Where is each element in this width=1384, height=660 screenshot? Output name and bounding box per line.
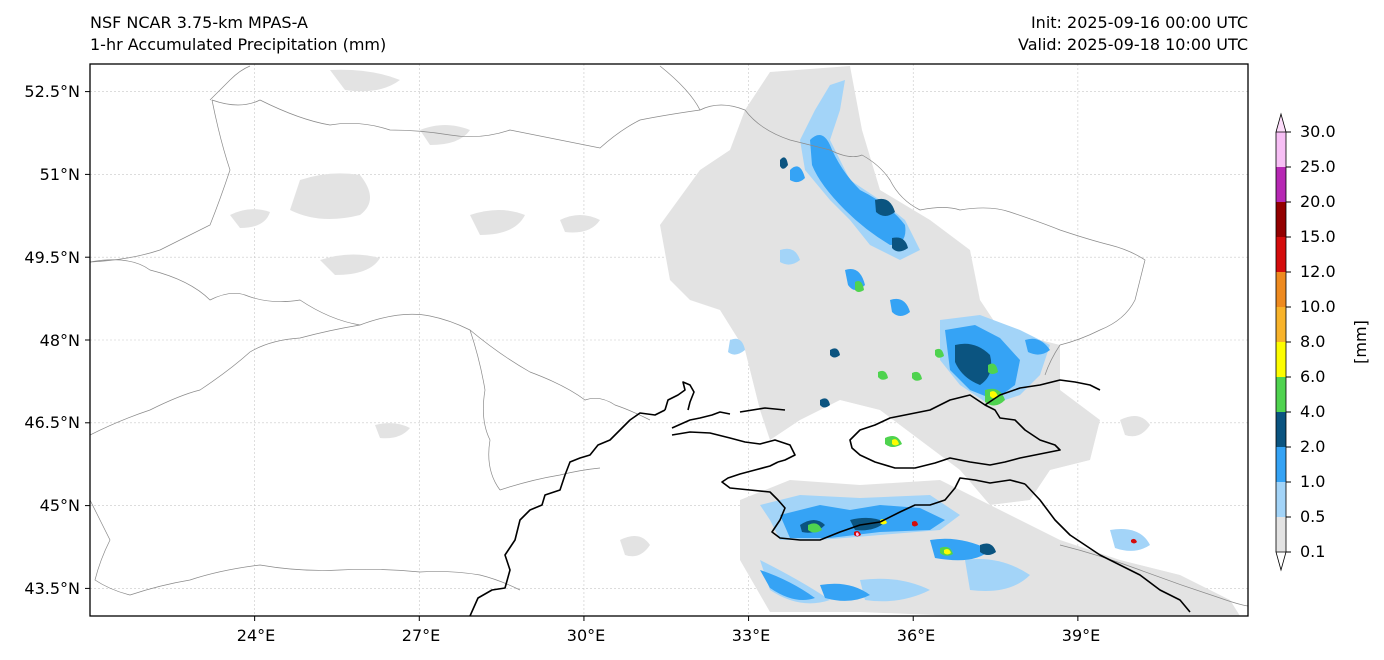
colorbar-tick-label: 20.0 — [1300, 192, 1336, 211]
colorbar-tick-label: 4.0 — [1300, 402, 1325, 421]
map-frame — [89, 63, 1249, 617]
colorbar-segment — [1276, 272, 1286, 307]
lat-tick-label: 51°N — [40, 165, 80, 184]
colorbar-ticks: 0.1 0.5 1.0 2.0 4.0 6.0 8.0 10.0 12.0 15… — [1300, 122, 1336, 561]
colorbar-segment — [1276, 377, 1286, 412]
init-time: Init: 2025-09-16 00:00 UTC — [1030, 13, 1248, 32]
colorbar-tick-label: 15.0 — [1300, 227, 1336, 246]
colorbar-segment — [1276, 202, 1286, 237]
lat-tick-label: 49.5°N — [24, 248, 80, 267]
lon-tick-label: 30°E — [567, 626, 605, 645]
colorbar-under-extension — [1275, 551, 1287, 572]
colorbar-segment — [1276, 517, 1286, 552]
colorbar-tick-label: 6.0 — [1300, 367, 1325, 386]
lat-tick-label: 43.5°N — [24, 579, 80, 598]
lon-tick-label: 27°E — [402, 626, 440, 645]
colorbar-segment — [1276, 167, 1286, 202]
colorbar-tick-label: 30.0 — [1300, 122, 1336, 141]
colorbar-tick-label: 25.0 — [1300, 157, 1336, 176]
longitude-axis: 24°E 27°E 30°E 33°E 36°E 39°E — [237, 626, 1100, 645]
colorbar: 0.1 0.5 1.0 2.0 4.0 6.0 8.0 10.0 12.0 15… — [1275, 112, 1370, 572]
colorbar-segments — [1275, 112, 1291, 572]
colorbar-segment — [1276, 132, 1286, 167]
precip-level-10-0 — [854, 521, 1137, 544]
lon-tick-label: 36°E — [897, 626, 935, 645]
lon-tick-label: 39°E — [1062, 626, 1100, 645]
colorbar-tick-label: 0.5 — [1300, 507, 1325, 526]
lat-tick-label: 45°N — [40, 496, 80, 515]
country-borders — [90, 65, 1248, 607]
valid-time: Valid: 2025-09-18 10:00 UTC — [1017, 35, 1248, 54]
colorbar-over-extension — [1275, 112, 1287, 133]
precip-level-25-0 — [856, 532, 859, 536]
colorbar-segment — [1276, 412, 1286, 447]
lon-tick-label: 24°E — [237, 626, 275, 645]
title-left: NSF NCAR 3.75-km MPAS-A 1-hr Accumulated… — [90, 12, 386, 56]
colorbar-segment — [1276, 447, 1286, 482]
colorbar-unit-label: [mm] — [1351, 320, 1370, 364]
colorbar-tick-label: 2.0 — [1300, 437, 1325, 456]
colorbar-segment — [1276, 237, 1286, 272]
colorbar-tick-label: 1.0 — [1300, 472, 1325, 491]
precipitation-field — [230, 66, 1240, 616]
colorbar-tick-label: 8.0 — [1300, 332, 1325, 351]
precip-level-6-0 — [880, 391, 998, 555]
map-panel: 24°E 27°E 30°E 33°E 36°E 39°E 52.5°N 51°… — [24, 63, 1249, 645]
colorbar-tick-label: 12.0 — [1300, 262, 1336, 281]
lon-tick-label: 33°E — [732, 626, 770, 645]
field-name: 1-hr Accumulated Precipitation (mm) — [90, 35, 387, 54]
lat-tick-label: 46.5°N — [24, 413, 80, 432]
latitude-axis: 52.5°N 51°N 49.5°N 48°N 46.5°N 45°N 43.5… — [24, 82, 80, 598]
title-right: Init: 2025-09-16 00:00 UTC Valid: 2025-0… — [1018, 12, 1248, 56]
coastline — [469, 379, 1191, 616]
model-name: NSF NCAR 3.75-km MPAS-A — [90, 13, 308, 32]
colorbar-segment — [1276, 342, 1286, 377]
colorbar-tick-label: 0.1 — [1300, 542, 1325, 561]
colorbar-segment — [1276, 482, 1286, 517]
lat-tick-label: 52.5°N — [24, 82, 80, 101]
colorbar-tick-label: 10.0 — [1300, 297, 1336, 316]
lat-tick-label: 48°N — [40, 331, 80, 350]
colorbar-segment — [1276, 307, 1286, 342]
